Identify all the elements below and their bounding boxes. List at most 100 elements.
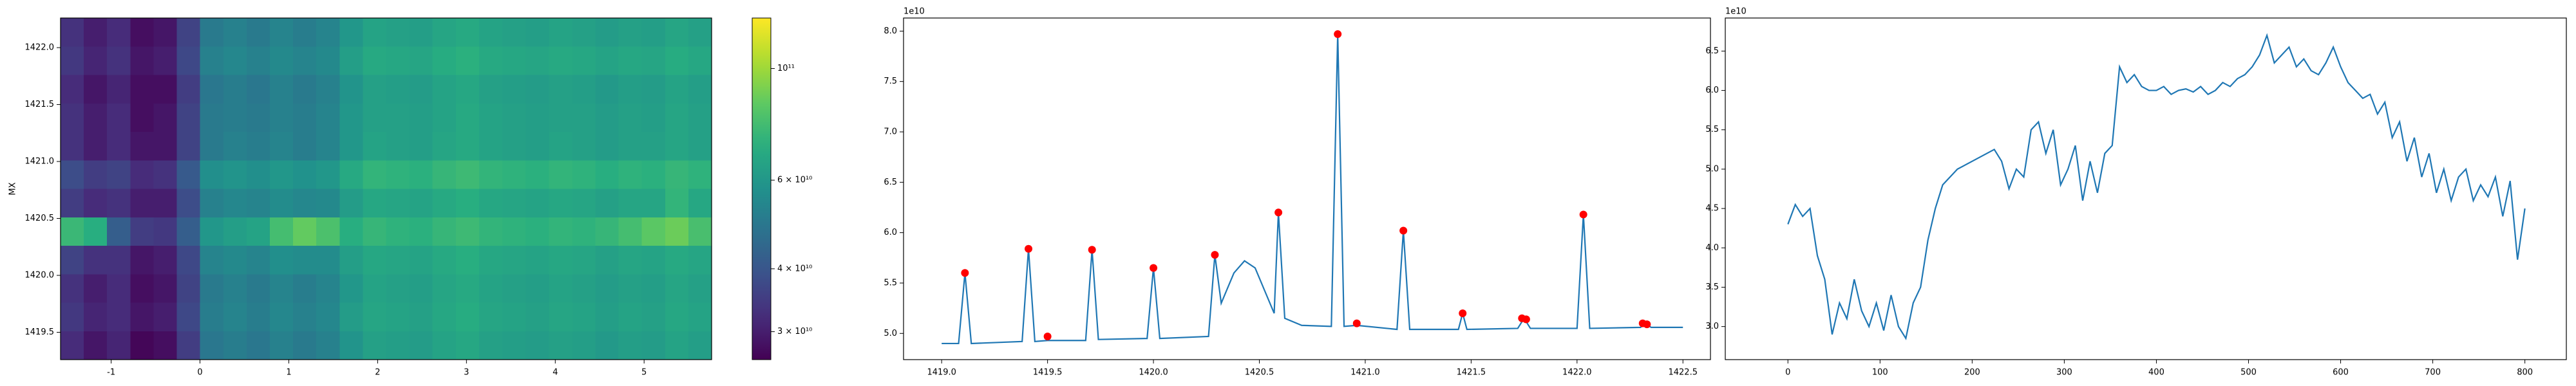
heatmap-cell [223,18,247,47]
heatmap-cell [478,331,503,360]
y-tick-label: 6.0 [884,228,897,237]
heatmap-cell [316,217,340,246]
heatmap-cell [363,18,387,47]
y-tick-label: 5.5 [884,278,897,288]
heatmap-cell [432,246,457,275]
heatmap-cell [223,132,247,161]
heatmap-cell [526,302,549,332]
heatmap-cell [665,246,689,275]
heatmap-cell [455,103,480,133]
heatmap-cell [316,160,340,190]
heatmap-cell [269,274,294,304]
heatmap-cell [130,103,155,133]
heatmap-cell [269,75,294,104]
heatmap-cell [432,18,457,47]
heatmap-cell [665,160,689,190]
heatmap-cell [84,274,108,304]
heatmap-cell [572,18,596,47]
heatmap-cell [478,18,503,47]
heatmap-cell [293,160,317,190]
y-tick-label: 3.0 [1705,322,1719,331]
heatmap-cell [549,274,573,304]
heatmap-cell [200,302,224,332]
heatmap-cell [293,302,317,332]
heatmap-cell [572,302,596,332]
heatmap-cell [549,132,573,161]
x-tick-label: 1421.5 [1457,368,1486,378]
heatmap-cell [269,302,294,332]
heatmap-cell [409,331,433,360]
heatmap-cell [478,302,503,332]
heatmap-cell [84,103,108,133]
heatmap-cell [84,75,108,104]
heatmap-cell [107,75,131,104]
heatmap-cell [246,103,270,133]
heatmap-cell [246,46,270,76]
heatmap-cell [200,103,224,133]
heatmap-cell [665,302,689,332]
heatmap-cell [339,18,363,47]
heatmap-cell [363,132,387,161]
x-tick-label: 1422.0 [1562,368,1592,378]
heatmap-cell [572,188,596,218]
y-tick-label: 6.0 [1705,86,1719,95]
heatmap-cell [293,331,317,360]
heatmap-cell [409,302,433,332]
heatmap-cell [409,246,433,275]
heatmap-cell [572,217,596,246]
heatmap-cell [107,46,131,76]
heatmap-cell [269,132,294,161]
axes-frame [1725,17,2567,360]
heatmap-cell [432,188,457,218]
heatmap-cell [246,160,270,190]
heatmap-cell [153,188,178,218]
heatmap-cell [153,331,178,360]
y-tick-label: 1420.0 [25,271,55,280]
y-tick-label: 6.5 [1705,46,1719,56]
heatmap-cell [572,160,596,190]
heatmap-cell [84,188,108,218]
heatmap-cell [641,18,666,47]
heatmap-cell [130,75,155,104]
heatmap-cell [316,18,340,47]
heatmap-cell [130,331,155,360]
heatmap-cell [618,188,643,218]
x-tick-label: 1419.5 [1033,368,1063,378]
heatmap-cell [478,132,503,161]
heatmap-cell [641,75,666,104]
peak-marker [1579,210,1587,219]
x-tick-label: 300 [2056,368,2072,378]
heatmap-cell [339,331,363,360]
heatmap-cell [432,132,457,161]
y-tick-label: 1422.0 [25,43,55,53]
heatmap-cell [688,18,712,47]
heatmap-cell [409,274,433,304]
heatmap-cell [130,302,155,332]
heatmap-cell [688,103,712,133]
heatmap-cell [595,302,620,332]
heatmap-cell [130,246,155,275]
heatmap-cell [665,103,689,133]
heatmap-cell [595,160,620,190]
heatmap-cell [502,160,526,190]
peak-marker [1211,251,1219,259]
x-tick-label: 1422.5 [1668,368,1698,378]
heatmap-cell [665,188,689,218]
heatmap-cell [409,132,433,161]
heatmap-cell [478,75,503,104]
heatmap-cell [526,246,549,275]
heatmap-cell [549,46,573,76]
heatmap-cell [61,46,84,76]
x-tick-label: 100 [1872,368,1888,378]
heatmap-cell [200,331,224,360]
y-tick-label: 7.5 [884,77,897,86]
heatmap-cell [269,246,294,275]
heatmap-cell [107,18,131,47]
heatmap-cell [176,302,201,332]
heatmap-cell [339,160,363,190]
heatmap-cell [223,75,247,104]
heatmap-cell [84,46,108,76]
heatmap-cell [130,46,155,76]
heatmap-cell [618,160,643,190]
heatmap-cell [176,188,201,218]
